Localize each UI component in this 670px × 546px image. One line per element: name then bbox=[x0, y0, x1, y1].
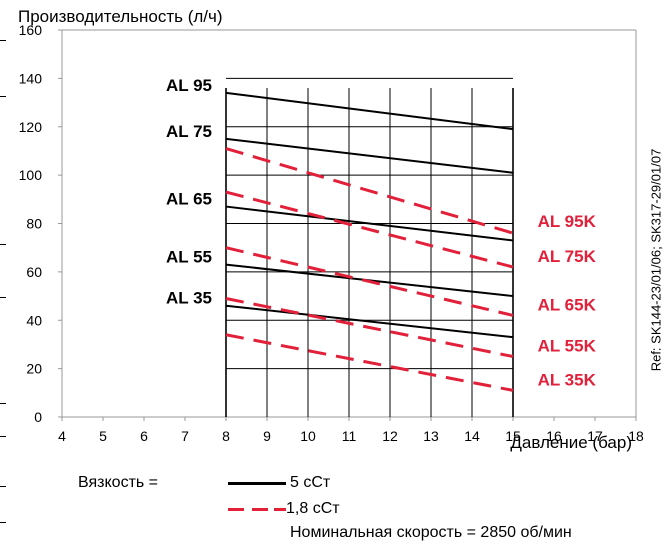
series-line-1-8cst bbox=[225, 297, 514, 359]
edge-mark bbox=[0, 244, 6, 245]
edge-mark bbox=[0, 40, 6, 41]
edge-mark bbox=[0, 96, 6, 97]
series-label-5cst: AL 35 bbox=[166, 289, 212, 308]
edge-mark bbox=[0, 403, 6, 404]
series-label-1-8cst: AL 35K bbox=[538, 370, 597, 389]
edge-mark bbox=[0, 486, 6, 487]
x-tick-label: 6 bbox=[140, 428, 148, 444]
y-tick-label: 20 bbox=[26, 361, 42, 377]
x-tick-label: 9 bbox=[263, 428, 271, 444]
x-tick-label: 7 bbox=[181, 428, 189, 444]
series-line-1-8cst bbox=[225, 246, 514, 317]
x-axis-label: Давление (бар) bbox=[510, 433, 632, 452]
x-tick-label: 4 bbox=[58, 428, 66, 444]
series-label-5cst: AL 55 bbox=[166, 248, 212, 267]
x-tick-label: 12 bbox=[382, 428, 398, 444]
series-label-1-8cst: AL 75K bbox=[538, 247, 597, 266]
series-line-5cst bbox=[225, 91, 514, 131]
y-tick-label: 120 bbox=[19, 119, 43, 135]
series-line-1-8cst bbox=[225, 147, 514, 235]
series-label-5cst: AL 65 bbox=[166, 190, 212, 209]
x-tick-label: 5 bbox=[99, 428, 107, 444]
y-tick-label: 60 bbox=[26, 264, 42, 280]
series-line-5cst bbox=[225, 205, 514, 242]
x-tick-label: 13 bbox=[423, 428, 439, 444]
series-label-1-8cst: AL 65K bbox=[538, 295, 597, 314]
x-tick-label: 14 bbox=[464, 428, 480, 444]
reference-note: Ref: SK144-23/01/06; SK317-29/01/07 bbox=[648, 148, 664, 372]
x-tick-label: 11 bbox=[342, 428, 357, 444]
series-line-1-8cst bbox=[225, 333, 514, 392]
reference-note-wrap: Ref: SK144-23/01/06; SK317-29/01/07 bbox=[646, 120, 666, 400]
edge-mark bbox=[0, 436, 6, 437]
series-label-5cst: AL 75 bbox=[166, 122, 212, 141]
edge-mark bbox=[0, 522, 6, 523]
x-tick-label: 18 bbox=[628, 428, 644, 444]
x-tick-label: 15 bbox=[505, 428, 521, 444]
series-label-5cst: AL 95 bbox=[166, 76, 212, 95]
y-tick-label: 140 bbox=[19, 70, 43, 86]
y-tick-label: 80 bbox=[26, 216, 42, 232]
series-line-5cst bbox=[225, 137, 514, 174]
series-line-1-8cst bbox=[225, 190, 514, 269]
y-tick-label: 0 bbox=[34, 409, 42, 425]
x-tick-label: 10 bbox=[300, 428, 316, 444]
series-label-1-8cst: AL 95K bbox=[538, 212, 597, 231]
x-tick-label: 8 bbox=[222, 428, 230, 444]
y-tick-label: 160 bbox=[19, 22, 43, 38]
series-label-1-8cst: AL 55K bbox=[538, 337, 597, 356]
chart-title: Производительность (л/ч) bbox=[18, 7, 223, 26]
series-line-5cst bbox=[225, 304, 514, 339]
x-tick-label: 17 bbox=[587, 428, 603, 444]
x-tick-label: 16 bbox=[546, 428, 562, 444]
y-tick-label: 40 bbox=[26, 312, 42, 328]
y-tick-label: 100 bbox=[19, 167, 43, 183]
edge-mark bbox=[0, 297, 6, 298]
